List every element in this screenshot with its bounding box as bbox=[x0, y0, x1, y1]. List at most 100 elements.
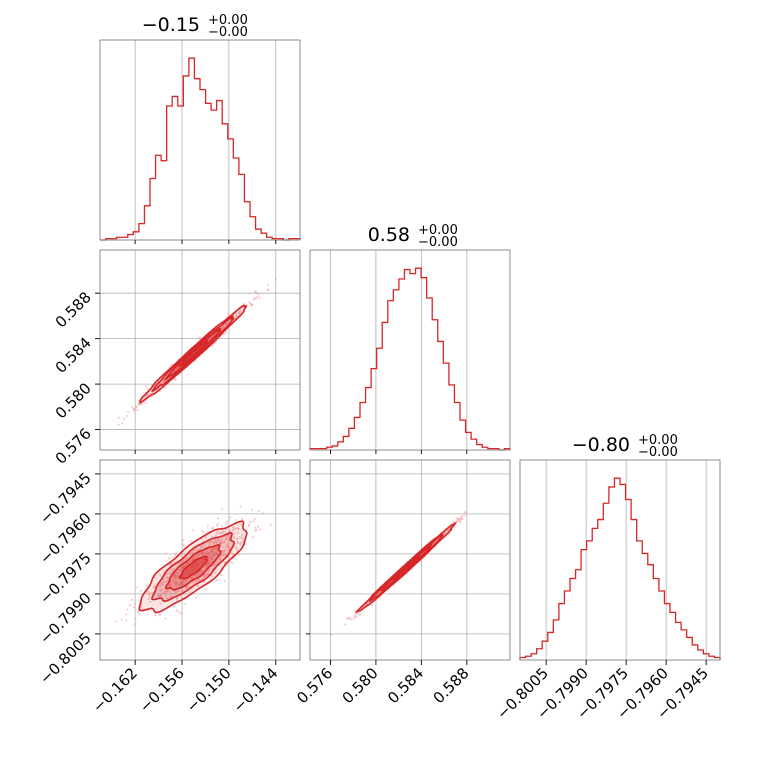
sample-point bbox=[217, 530, 220, 533]
sample-point bbox=[164, 590, 167, 594]
sample-point bbox=[220, 524, 223, 527]
panels bbox=[100, 57, 721, 660]
histogram-param-2 bbox=[519, 477, 721, 660]
sample-point bbox=[257, 509, 260, 513]
x-tick-label-1-0: 0.576 bbox=[293, 664, 336, 707]
sample-point bbox=[225, 537, 228, 541]
histogram-param-0 bbox=[100, 57, 301, 241]
sample-point bbox=[181, 583, 184, 586]
sample-point bbox=[343, 623, 346, 626]
sample-point bbox=[250, 508, 254, 511]
sample-point bbox=[194, 554, 197, 557]
sample-point bbox=[210, 560, 213, 564]
sample-point bbox=[209, 541, 213, 544]
sample-point bbox=[249, 520, 252, 523]
sample-point bbox=[114, 620, 117, 623]
sample-point bbox=[125, 619, 128, 622]
sample-point bbox=[221, 327, 224, 330]
sample-point bbox=[236, 531, 240, 534]
sample-point bbox=[166, 589, 170, 592]
sample-point bbox=[243, 302, 246, 306]
sample-point bbox=[254, 297, 258, 300]
sample-point bbox=[355, 615, 359, 618]
y-tick-label-1-3: 0.588 bbox=[52, 288, 95, 331]
frame-diag-1 bbox=[309, 249, 511, 451]
sample-point bbox=[148, 600, 151, 604]
sample-point bbox=[219, 557, 222, 560]
sample-point bbox=[215, 540, 218, 543]
sample-point bbox=[461, 518, 464, 521]
sample-point bbox=[204, 588, 207, 591]
sample-point bbox=[138, 402, 141, 406]
sample-point bbox=[241, 534, 244, 537]
sample-point bbox=[165, 576, 168, 579]
sample-point bbox=[174, 581, 177, 584]
sample-point bbox=[234, 527, 237, 530]
sample-point bbox=[217, 517, 220, 520]
sample-point bbox=[212, 555, 215, 558]
sample-point bbox=[136, 611, 139, 614]
sample-point bbox=[146, 609, 150, 612]
sample-point bbox=[160, 583, 163, 587]
sample-point bbox=[197, 573, 201, 576]
sample-point bbox=[221, 507, 224, 510]
title-param-0-plus: +0.00 bbox=[208, 13, 248, 28]
sample-point bbox=[223, 580, 226, 583]
sample-point bbox=[207, 552, 210, 555]
sample-point bbox=[217, 538, 220, 541]
sample-point bbox=[216, 578, 219, 581]
sample-point bbox=[173, 605, 176, 608]
sample-point bbox=[220, 554, 223, 557]
sample-point bbox=[185, 585, 189, 588]
sample-point bbox=[200, 546, 203, 549]
sample-point bbox=[227, 320, 230, 323]
sample-point bbox=[190, 577, 193, 580]
tick-labels: −0.162−0.156−0.150−0.144 0.576 0.580 0.584 0… bbox=[36, 240, 712, 723]
sample-point bbox=[252, 535, 255, 539]
sample-point bbox=[159, 593, 163, 596]
sample-point bbox=[163, 580, 167, 583]
panel-2d-0-1 bbox=[117, 278, 277, 426]
sample-point bbox=[247, 523, 250, 526]
sample-point bbox=[132, 408, 135, 411]
sample-point bbox=[211, 344, 214, 347]
sample-point bbox=[192, 557, 195, 560]
sample-point bbox=[175, 609, 178, 612]
panel-titles: −0.15 +0.00 −0.00 0.58 +0.00 −0.00 −0.80… bbox=[142, 13, 678, 460]
sample-point bbox=[179, 581, 182, 584]
sample-point bbox=[215, 552, 218, 555]
sample-point bbox=[169, 591, 172, 594]
sample-point bbox=[213, 546, 216, 549]
sample-point bbox=[175, 571, 178, 575]
sample-point bbox=[117, 416, 121, 419]
sample-point bbox=[225, 331, 228, 334]
sample-point bbox=[174, 553, 177, 556]
sample-point bbox=[259, 528, 262, 531]
sample-point bbox=[208, 542, 211, 546]
sample-point bbox=[204, 563, 208, 566]
sample-point bbox=[162, 581, 165, 584]
sample-point bbox=[175, 574, 179, 578]
sample-point bbox=[445, 529, 449, 532]
sample-point bbox=[215, 550, 218, 553]
sample-point bbox=[231, 553, 234, 556]
sample-point bbox=[200, 529, 204, 533]
sample-point bbox=[235, 547, 239, 550]
sample-point bbox=[353, 613, 357, 617]
y-tick-label-1-0: 0.576 bbox=[52, 425, 95, 468]
sample-point bbox=[157, 594, 160, 597]
panel-frames bbox=[99, 39, 721, 661]
sample-point bbox=[181, 590, 184, 593]
sample-point bbox=[222, 554, 225, 557]
sample-point bbox=[191, 528, 194, 532]
sample-point bbox=[227, 312, 230, 315]
sample-point bbox=[213, 563, 216, 566]
sample-point bbox=[131, 405, 134, 408]
sample-point bbox=[192, 580, 195, 584]
frame-2d-1-2 bbox=[309, 459, 511, 661]
sample-point bbox=[167, 557, 171, 560]
sample-point bbox=[225, 323, 228, 326]
sample-point bbox=[206, 525, 209, 528]
sample-point bbox=[228, 536, 231, 539]
sample-point bbox=[144, 395, 147, 399]
